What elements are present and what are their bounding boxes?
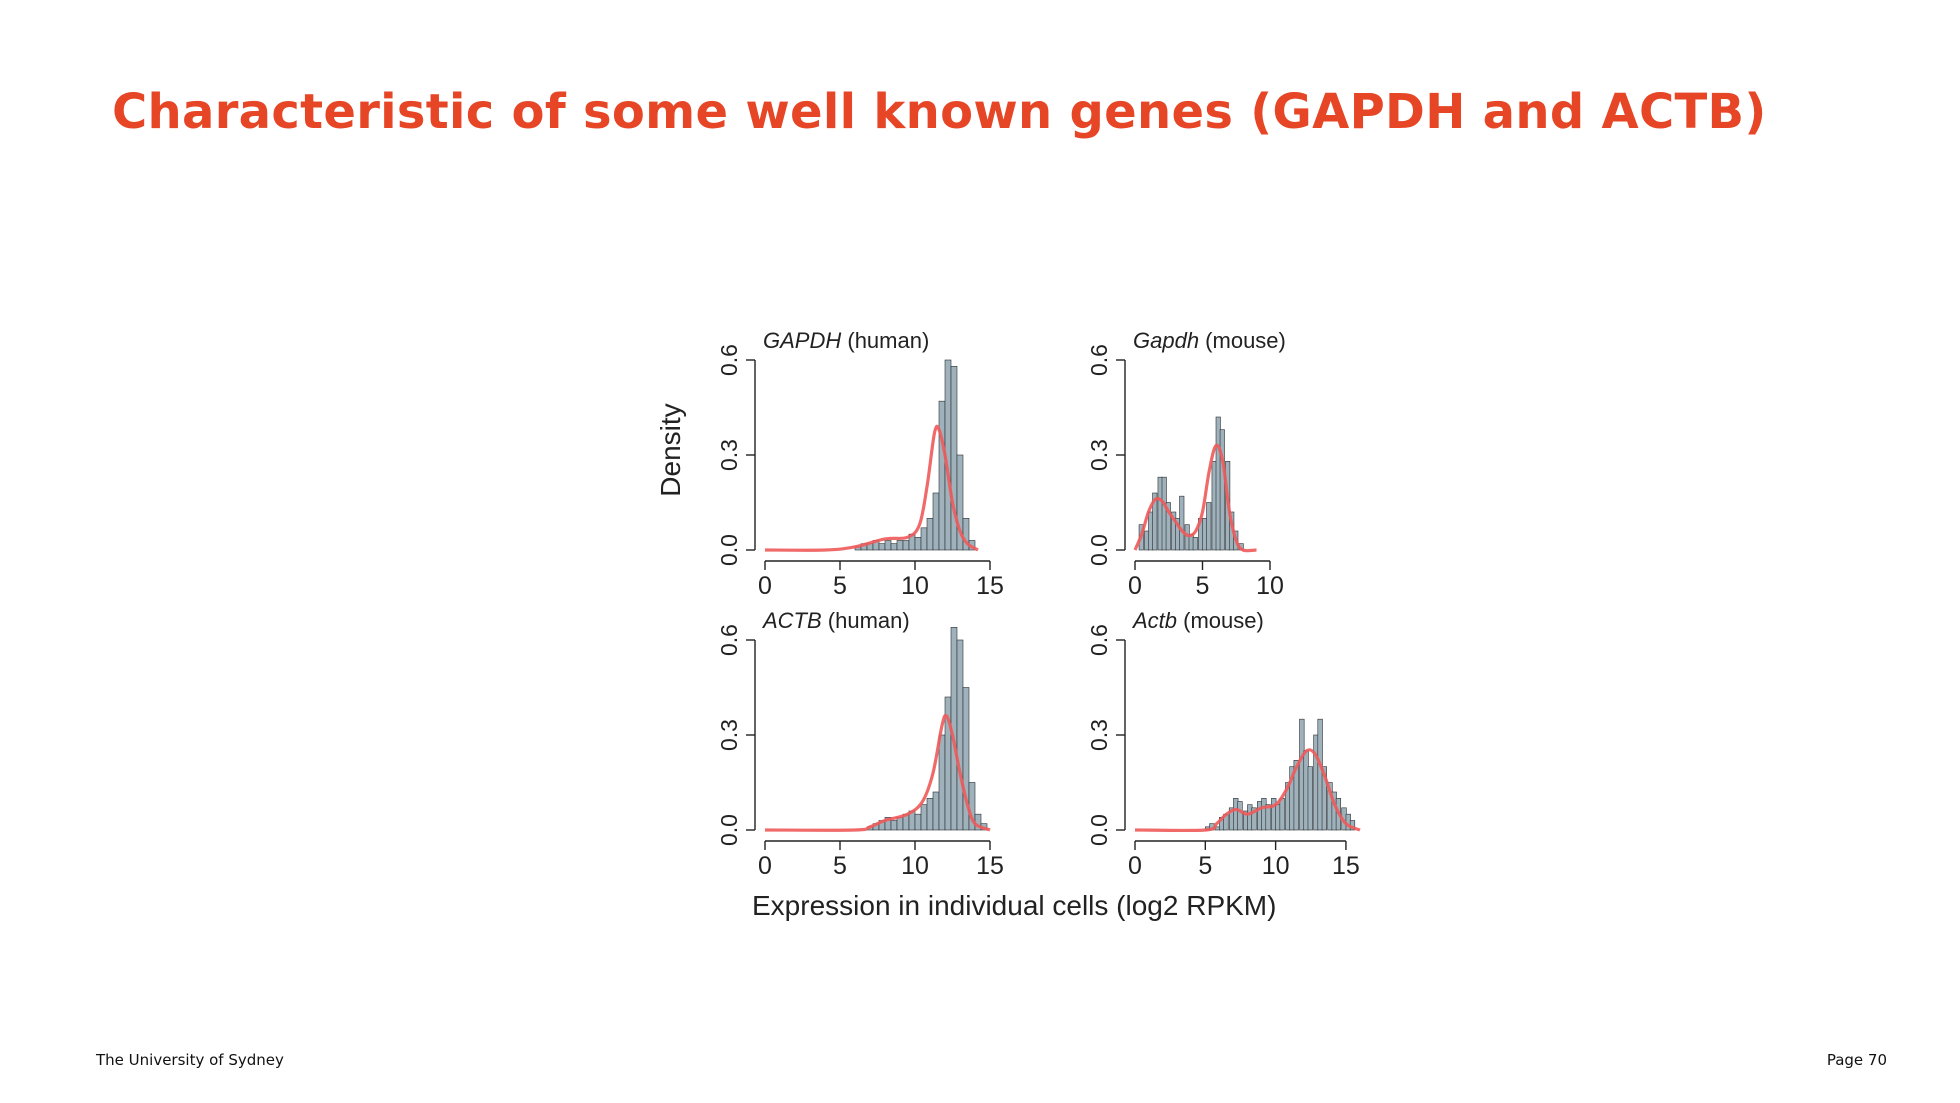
panel-1-y-tick-label-3: 0.6 bbox=[716, 344, 742, 376]
panel-2-bar-7 bbox=[1165, 502, 1171, 551]
panel-3-bar-17 bbox=[962, 687, 970, 831]
panel-4-bar-26 bbox=[1321, 766, 1327, 831]
panel-1-bar-18 bbox=[956, 454, 964, 551]
panel-3-density-curve bbox=[764, 713, 991, 832]
panel-2-bar-19 bbox=[1219, 429, 1225, 551]
footer-university: The University of Sydney bbox=[96, 1051, 284, 1069]
panel-1-y-tick-label-2: 0.3 bbox=[716, 439, 742, 471]
panel-4-bar-14 bbox=[1265, 804, 1271, 831]
panel-1-bar-14 bbox=[932, 492, 940, 551]
panel-2-x-tick-label-2: 5 bbox=[1196, 572, 1210, 600]
panel-4-title-gene: Actb bbox=[1131, 608, 1177, 633]
panel-2-bar-13 bbox=[1192, 537, 1198, 551]
panel-1-title-species: (human) bbox=[841, 328, 929, 353]
panel-3-x-tick-label-1: 0 bbox=[758, 852, 772, 880]
panel-3-title-gene: ACTB bbox=[761, 608, 822, 633]
panel-2-title: Gapdh (mouse) bbox=[1133, 328, 1286, 353]
panel-3-bar-16 bbox=[956, 639, 964, 831]
panel-1-x-tick-label-1: 0 bbox=[758, 572, 772, 600]
panel-1-x-tick-label-3: 10 bbox=[901, 572, 929, 600]
panel-2-bar-4 bbox=[1152, 492, 1158, 551]
panel-2-y-tick-label-2: 0.3 bbox=[1086, 439, 1112, 471]
panel-4-bar-23 bbox=[1307, 766, 1313, 831]
panel-1-bar-6 bbox=[884, 540, 892, 551]
panel-3-title: ACTB (human) bbox=[761, 608, 910, 633]
panel-3-title-species: (human) bbox=[822, 608, 910, 633]
panel-2-x-tick-label-3: 10 bbox=[1256, 572, 1284, 600]
panel-2-y-tick-label-3: 0.6 bbox=[1086, 344, 1112, 376]
x-axis-label: Expression in individual cells (log2 RPK… bbox=[752, 890, 1276, 921]
panel-4-title-species: (mouse) bbox=[1177, 608, 1264, 633]
panel-3-bar-5 bbox=[890, 820, 898, 831]
panel-4-bar-8 bbox=[1237, 801, 1243, 831]
panel-4-x-tick-label-1: 0 bbox=[1128, 852, 1142, 880]
panel-1-title-gene: GAPDH bbox=[763, 328, 841, 353]
panel-1-density-curve bbox=[764, 424, 979, 552]
panel-2-bar-16 bbox=[1206, 502, 1212, 551]
panel-3-bar-10 bbox=[920, 804, 928, 831]
panel-1-x-tick-label-2: 5 bbox=[833, 572, 847, 600]
panel-3-x-tick-label-3: 10 bbox=[901, 852, 929, 880]
panel-1-bar-13 bbox=[926, 518, 934, 551]
panel-3-bar-9 bbox=[914, 813, 922, 831]
panel-3-bar-12 bbox=[932, 791, 940, 831]
panel-4-y-tick-label-2: 0.3 bbox=[1086, 719, 1112, 751]
panel-1-bar-15 bbox=[938, 400, 946, 551]
panel-4-x-tick-label-3: 10 bbox=[1262, 852, 1290, 880]
y-axis-label: Density bbox=[655, 403, 686, 496]
panel-1-bar-12 bbox=[920, 527, 928, 551]
panel-2-title-gene: Gapdh bbox=[1133, 328, 1199, 353]
panel-4-bar-11 bbox=[1251, 807, 1257, 831]
panel-3-y-tick-label-3: 0.6 bbox=[716, 624, 742, 656]
histogram-figure: GAPDH (human) 0.0 0.3 0.6 0 5 10 15 Gapdh (mouse… bbox=[655, 328, 1361, 921]
panel-1-bar-11 bbox=[914, 537, 922, 551]
panel-3-bar-11 bbox=[926, 798, 934, 831]
panel-1-y-tick-label-1: 0.0 bbox=[716, 534, 742, 566]
panel-1-bar-7 bbox=[890, 543, 898, 551]
panel-4-y-tick-label-1: 0.0 bbox=[1086, 814, 1112, 846]
panel-1-title: GAPDH (human) bbox=[763, 328, 929, 353]
panel-1-bar-8 bbox=[896, 540, 904, 551]
panel-4-title: Actb (mouse) bbox=[1131, 608, 1264, 633]
panel-3-x-tick-label-2: 5 bbox=[833, 852, 847, 880]
panel-4-bar-17 bbox=[1279, 798, 1285, 831]
panel-2-x-tick-label-1: 0 bbox=[1128, 572, 1142, 600]
panel-3-y-tick-label-1: 0.0 bbox=[716, 814, 742, 846]
panel-4-x-tick-label-4: 15 bbox=[1332, 852, 1360, 880]
panel-3-x-tick-label-4: 15 bbox=[976, 852, 1004, 880]
panel-2-bar-10 bbox=[1179, 495, 1185, 551]
panel-1-bar-5 bbox=[878, 543, 886, 551]
panel-4-y-tick-label-3: 0.6 bbox=[1086, 624, 1112, 656]
panel-4-density-curve bbox=[1134, 748, 1361, 833]
panel-4-x-tick-label-2: 5 bbox=[1198, 852, 1212, 880]
slide-title: Characteristic of some well known genes … bbox=[112, 84, 1767, 140]
panel-3-bar-6 bbox=[896, 817, 904, 831]
panel-1-x-tick-label-4: 15 bbox=[976, 572, 1004, 600]
panel-4-bar-20 bbox=[1293, 760, 1299, 831]
panel-2-y-tick-label-1: 0.0 bbox=[1086, 534, 1112, 566]
panel-3-y-tick-label-2: 0.3 bbox=[716, 719, 742, 751]
panel-1-bar-9 bbox=[902, 540, 910, 551]
footer-page-number: Page 70 bbox=[1826, 1051, 1887, 1069]
panel-2-density-curve bbox=[1133, 443, 1257, 553]
panel-3-bar-13 bbox=[938, 734, 946, 831]
panel-2-title-species: (mouse) bbox=[1199, 328, 1286, 353]
